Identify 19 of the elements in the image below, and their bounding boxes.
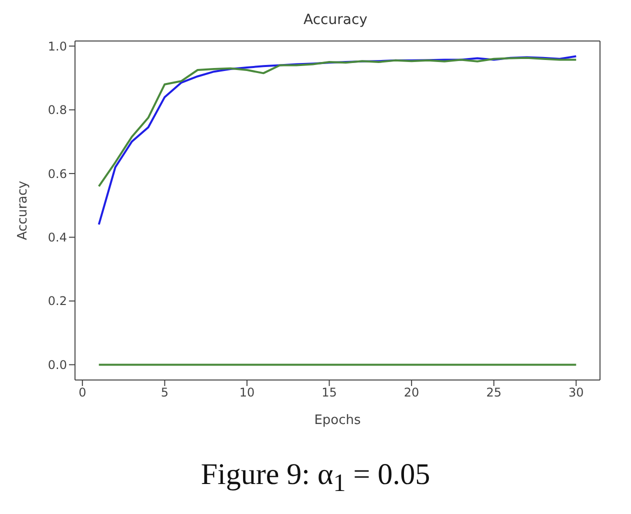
x-tick-label: 30: [568, 386, 584, 400]
x-tick-label: 25: [486, 386, 502, 400]
y-tick-label: 0.4: [48, 230, 67, 245]
y-tick-label: 0.8: [48, 103, 67, 118]
x-axis-title: Epochs: [314, 413, 362, 428]
x-tick-label: 0: [78, 386, 86, 400]
line-series: [98, 55, 578, 226]
y-axis-title: Accuracy: [16, 180, 31, 240]
y-tick-label: 0.2: [48, 294, 67, 308]
y-tick-label: 0.0: [48, 358, 67, 372]
x-tick-label: 10: [239, 386, 255, 400]
x-tick-label: 20: [404, 386, 420, 400]
y-tick-label: 0.6: [48, 166, 67, 181]
y-tick-label: 1.0: [48, 39, 67, 54]
line-series: [98, 56, 578, 188]
x-tick-label: 5: [160, 386, 169, 400]
caption: Figure 9: α$_{1}$ = 0.05: [200, 458, 432, 498]
chart-title: Accuracy: [302, 12, 368, 28]
x-tick-label: 15: [322, 386, 337, 400]
